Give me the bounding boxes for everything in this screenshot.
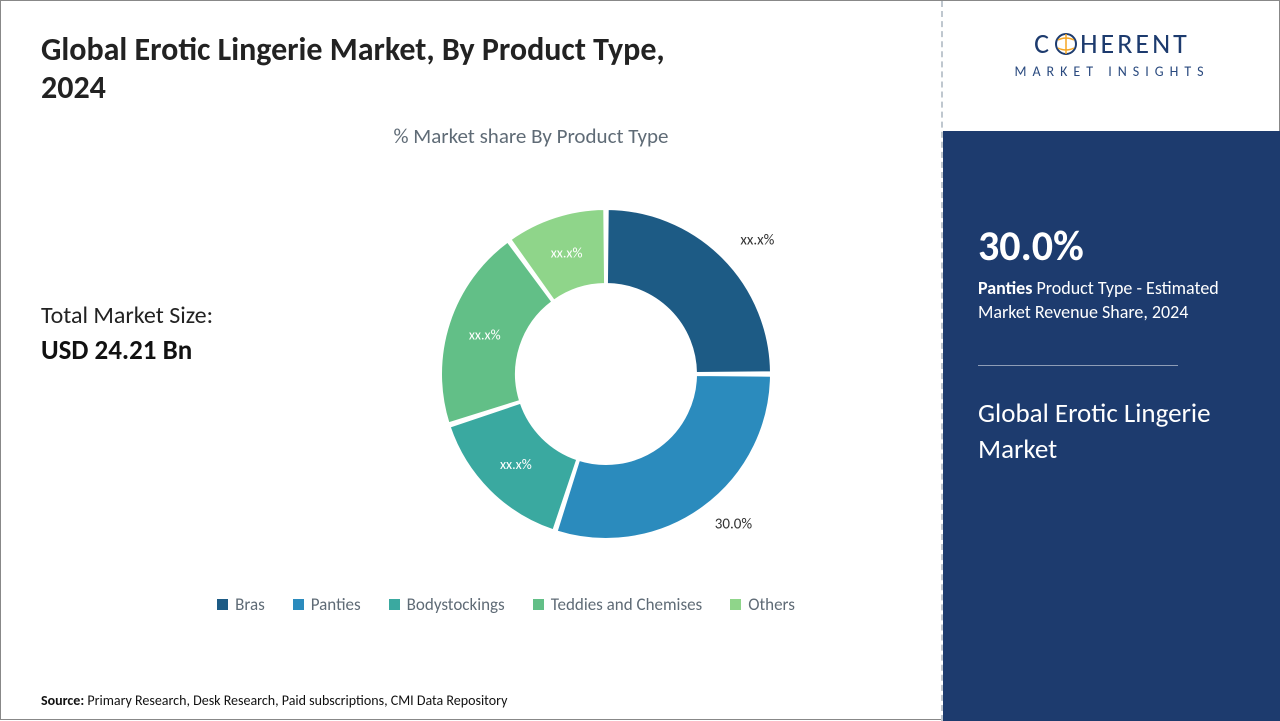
legend-item-bodystockings: Bodystockings	[389, 594, 505, 615]
legend-swatch	[730, 599, 741, 610]
legend-item-others: Others	[730, 594, 795, 615]
right-sidebar: C HERENT MARKET INSIGHTS 30.0% Panties P…	[943, 1, 1280, 721]
logo-rest: HERENT	[1080, 26, 1190, 61]
donut-chart: xx.x% 30.0% xx.x% xx.x% xx.x%	[396, 164, 816, 584]
highlight-stat: 30.0%	[978, 221, 1251, 272]
slice-label-panties: 30.0%	[715, 515, 753, 533]
logo-main: C HERENT	[963, 26, 1261, 61]
legend-swatch	[293, 599, 304, 610]
legend-label: Others	[748, 594, 795, 615]
highlight-divider	[978, 365, 1178, 366]
legend-item-bras: Bras	[217, 594, 265, 615]
donut-slice-panties	[557, 375, 771, 539]
source-text: Primary Research, Desk Research, Paid su…	[87, 692, 507, 709]
market-size-value: USD 24.21 Bn	[41, 334, 281, 367]
slice-label-bodystockings: xx.x%	[500, 456, 532, 473]
logo-globe-icon	[1054, 32, 1078, 56]
total-market-size-block: Total Market Size: USD 24.21 Bn	[41, 301, 291, 367]
legend-swatch	[217, 599, 228, 610]
chart-legend: Bras Panties Bodystockings Teddies and Chem…	[41, 594, 921, 615]
legend-item-teddies-and-chemises: Teddies and Chemises	[533, 594, 703, 615]
legend-label: Teddies and Chemises	[551, 594, 703, 615]
legend-label: Bras	[235, 594, 265, 615]
legend-item-panties: Panties	[293, 594, 361, 615]
slice-label-others: xx.x%	[551, 245, 583, 262]
donut-chart-container: xx.x% 30.0% xx.x% xx.x% xx.x%	[291, 159, 921, 589]
legend-label: Bodystockings	[407, 594, 505, 615]
market-size-label: Total Market Size:	[41, 301, 281, 330]
logo-letter-c: C	[1034, 26, 1052, 61]
source-prefix: Source:	[41, 692, 84, 709]
logo-block: C HERENT MARKET INSIGHTS	[943, 1, 1280, 131]
legend-label: Panties	[311, 594, 361, 615]
source-attribution: Source: Primary Research, Desk Research,…	[41, 692, 507, 709]
slice-label-bras: xx.x%	[740, 231, 774, 249]
chart-subtitle: % Market share By Product Type	[41, 123, 921, 149]
main-chart-area: Global Erotic Lingerie Market, By Produc…	[1, 1, 941, 721]
highlight-panel: 30.0% Panties Product Type - Estimated M…	[943, 131, 1280, 721]
legend-swatch	[389, 599, 400, 610]
highlight-description: Panties Product Type - Estimated Market …	[978, 276, 1251, 325]
legend-swatch	[533, 599, 544, 610]
logo-subtitle: MARKET INSIGHTS	[963, 63, 1261, 80]
highlight-market-name: Global Erotic Lingerie Market	[978, 396, 1251, 469]
highlight-desc-bold: Panties	[978, 277, 1032, 299]
chart-title: Global Erotic Lingerie Market, By Produc…	[41, 31, 691, 108]
content-row: Total Market Size: USD 24.21 Bn xx.x% 30.…	[41, 159, 921, 589]
slice-label-teddies-and-chemises: xx.x%	[469, 326, 501, 343]
